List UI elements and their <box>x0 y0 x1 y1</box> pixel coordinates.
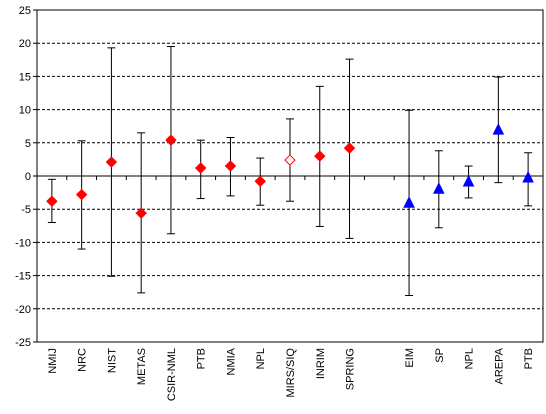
triangle-marker <box>492 123 505 135</box>
x-category-label: CSIR-NML <box>166 348 178 401</box>
diamond-marker <box>165 134 177 146</box>
x-axis-category-labels: NMIJ NRC NIST METAS CSIR-NML PTB NMIA NPL MIRS/S… <box>47 347 535 401</box>
diamond-marker <box>105 156 118 168</box>
x-category-label: NMIJ <box>47 348 59 374</box>
x-category-label: PTB <box>523 348 535 369</box>
x-category-label: EIM <box>404 348 416 368</box>
y-axis-ticks: -25 -20 -15 -10 -5 0 5 10 15 20 25 <box>15 5 37 349</box>
y-tick-label: 0 <box>25 171 31 183</box>
y-tick-label: -25 <box>15 337 31 349</box>
x-category-label: NIST <box>106 348 118 373</box>
y-tick-label: 10 <box>19 105 31 117</box>
diamond-marker <box>254 175 266 188</box>
data-markers <box>46 123 534 219</box>
y-tick-label: 15 <box>19 71 31 83</box>
x-category-label: AREPA <box>493 347 505 384</box>
x-category-label: NRC <box>77 348 89 372</box>
x-category-label: NPL <box>464 348 476 369</box>
diamond-marker <box>224 160 237 172</box>
x-category-label: SP <box>434 348 446 363</box>
triangle-marker <box>522 170 534 183</box>
x-category-label: PTB <box>196 348 208 369</box>
x-category-label: METAS <box>136 348 148 385</box>
y-tick-label: 20 <box>19 38 31 50</box>
triangle-marker <box>462 174 475 187</box>
y-tick-label: -10 <box>15 237 31 249</box>
y-tick-label: -15 <box>15 271 31 283</box>
diamond-marker <box>194 162 207 174</box>
diamond-marker <box>314 150 326 162</box>
x-category-label: SPRING <box>345 348 357 390</box>
x-category-label: INRIM <box>315 348 327 379</box>
x-category-label: NMIA <box>225 347 237 375</box>
diamond-marker <box>46 195 58 207</box>
triangle-marker <box>403 196 415 208</box>
x-category-label: MIRS/SIQ <box>285 348 297 398</box>
triangle-marker <box>433 182 445 194</box>
error-bars <box>47 46 533 297</box>
diamond-marker <box>284 154 296 166</box>
y-tick-label: 5 <box>25 138 31 150</box>
diamond-marker <box>135 207 147 219</box>
y-tick-label: -20 <box>15 304 31 316</box>
diamond-marker <box>343 142 356 154</box>
diamond-marker <box>75 188 88 201</box>
y-tick-label: 25 <box>19 5 31 17</box>
y-tick-label: -5 <box>21 204 31 216</box>
x-category-label: NPL <box>255 348 267 369</box>
